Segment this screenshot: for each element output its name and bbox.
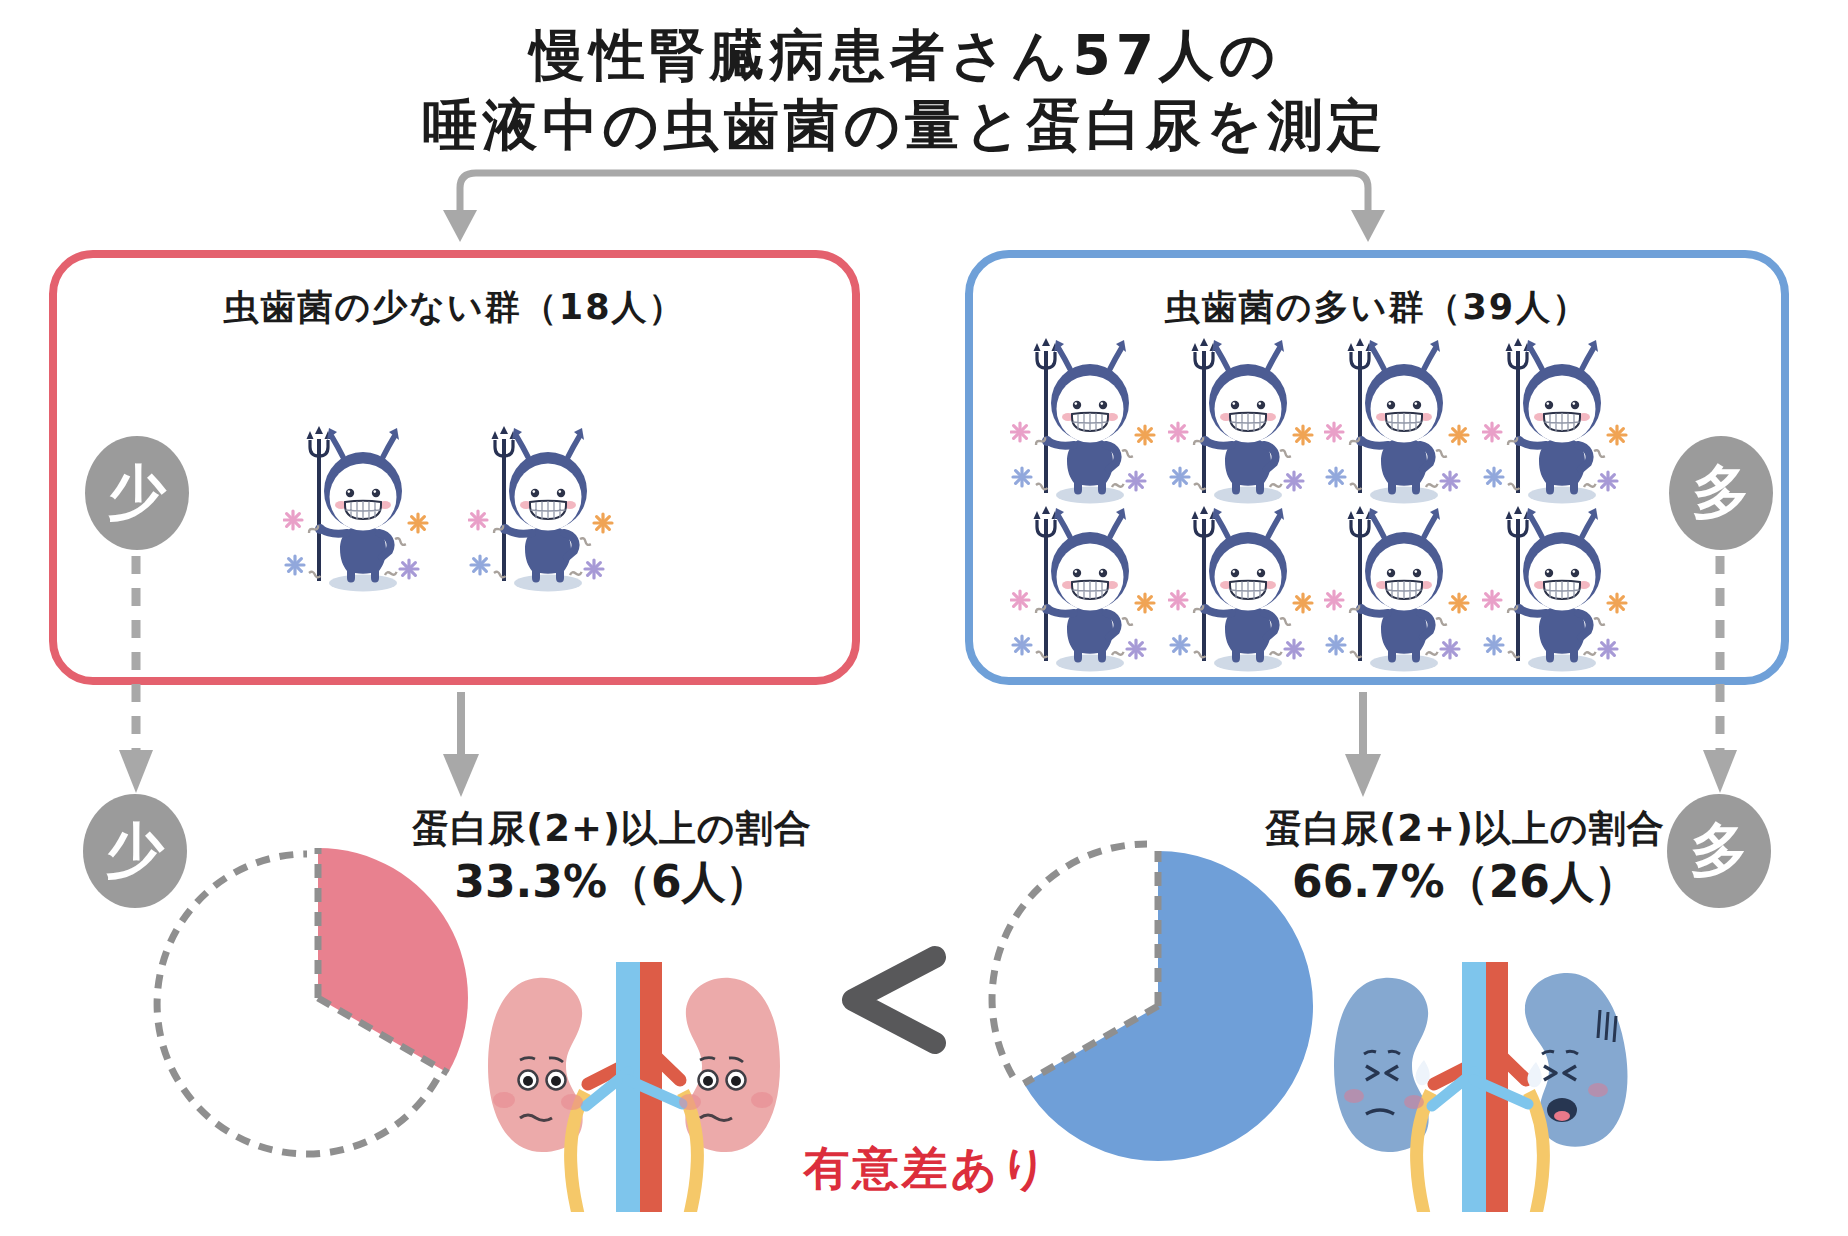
arrow-high-to-pie-head [1345, 754, 1381, 797]
pie-high-wedge-edges [1024, 851, 1158, 1084]
devil-icon [1482, 337, 1642, 507]
result-low-title: 蛋白尿(2+)以上の割合 [312, 806, 912, 852]
devil-icon [1168, 337, 1328, 507]
group-box-low-label: 虫歯菌の少ない群（18人） [57, 284, 852, 331]
group-box-high-label: 虫歯菌の多い群（39人） [973, 284, 1781, 331]
kidneys-sick-icon [1330, 962, 1630, 1212]
arrow-low-to-pie-head [443, 754, 479, 797]
result-high-title: 蛋白尿(2+)以上の割合 [1165, 806, 1765, 852]
less-than-icon [853, 957, 935, 1043]
split-arrowhead-left [443, 210, 477, 242]
dashed-arrow-high-head [1703, 750, 1737, 793]
badge-high-top: 多 [1669, 436, 1773, 550]
badge-low-bottom: 少 [83, 794, 187, 908]
devil-icon [468, 425, 628, 595]
devil-icon [1324, 505, 1484, 675]
result-high-value: 66.7%（26人） [1165, 856, 1765, 908]
split-arrowhead-right [1351, 210, 1385, 242]
devil-icon [1324, 337, 1484, 507]
devil-icon [1010, 337, 1170, 507]
devil-icon [283, 425, 443, 595]
badge-low-top: 少 [85, 436, 189, 550]
result-low: 蛋白尿(2+)以上の割合 33.3%（6人） [312, 806, 912, 908]
result-low-value: 33.3%（6人） [312, 856, 912, 908]
devil-icon [1482, 505, 1642, 675]
devil-icon [1168, 505, 1328, 675]
comparison-symbol: < [0, 0, 1, 1]
dashed-arrow-low-head [119, 750, 153, 793]
significance-label: 有意差あり [727, 1138, 1127, 1200]
page-title: 慢性腎臓病患者さん57人の 唾液中の虫歯菌の量と蛋白尿を測定 [0, 20, 1810, 160]
pie-high-empty-arc [992, 844, 1147, 1077]
title-line-2: 唾液中の虫歯菌の量と蛋白尿を測定 [0, 90, 1810, 160]
infographic-canvas: 慢性腎臓病患者さん57人の 唾液中の虫歯菌の量と蛋白尿を測定 虫歯菌の少ない群（… [0, 0, 1848, 1236]
devil-icon [1010, 505, 1170, 675]
title-line-1: 慢性腎臓病患者さん57人の [0, 20, 1810, 90]
split-bracket [460, 173, 1368, 214]
result-high: 蛋白尿(2+)以上の割合 66.7%（26人） [1165, 806, 1765, 908]
